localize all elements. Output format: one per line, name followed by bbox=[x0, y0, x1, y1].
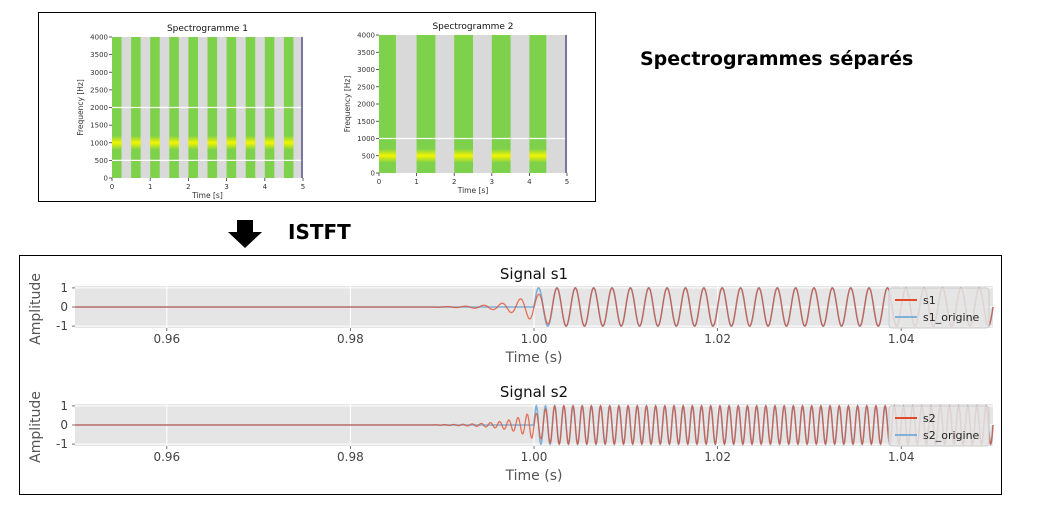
x-tick-label: 1.02 bbox=[704, 450, 731, 464]
x-tick-label: 4 bbox=[527, 178, 532, 186]
spectrogram-title: Spectrogramme 2 bbox=[432, 22, 513, 32]
x-tick-label: 1 bbox=[148, 183, 152, 191]
spectrogram-column bbox=[529, 35, 547, 173]
y-tick-label: 2000 bbox=[90, 104, 108, 112]
x-tick-label: 0.98 bbox=[337, 450, 364, 464]
x-tick-label: 1.00 bbox=[521, 332, 548, 346]
y-tick-label: -1 bbox=[56, 319, 68, 333]
y-tick-label: 4000 bbox=[357, 32, 375, 40]
x-axis-label: Time [s] bbox=[457, 186, 489, 195]
y-axis-label: Frequency [Hz] bbox=[76, 79, 85, 136]
x-axis-label: Time [s] bbox=[191, 191, 223, 200]
series-line-s1 bbox=[75, 287, 994, 327]
spectrogram-figure: 0 1 2 3 4 505001000150020002500300035004000Sp… bbox=[76, 22, 569, 200]
x-tick-label: 5 bbox=[565, 178, 569, 186]
x-tick-label: 5 bbox=[301, 183, 305, 191]
y-tick-label: 1500 bbox=[90, 122, 108, 130]
spectrogram-1: 0 1 2 3 4 5 0 500 1000 1500 2000 2500 3000 3500 4000 Sp… bbox=[76, 24, 305, 200]
y-tick-label: 1000 bbox=[357, 135, 375, 143]
x-tick-label: 1.04 bbox=[888, 450, 915, 464]
y-tick-label: 0 bbox=[104, 175, 108, 183]
y-tick-label: 0 bbox=[60, 300, 68, 314]
legend-label: s1 bbox=[923, 294, 936, 307]
legend-label: s1_origine bbox=[923, 311, 980, 324]
y-tick-label: 3500 bbox=[90, 51, 108, 59]
signal-plot-3: 0.96 0.98 1.00 1.02 1.04 1 0 -1 Signal s1 Time (s… bbox=[28, 265, 994, 366]
x-tick-label: 1.04 bbox=[888, 332, 915, 346]
y-tick-label: 2500 bbox=[90, 86, 108, 94]
x-tick-label: 4 bbox=[263, 183, 268, 191]
spectrogram-column bbox=[454, 35, 473, 173]
y-tick-label: 500 bbox=[95, 157, 108, 165]
y-tick-label: -1 bbox=[56, 437, 68, 451]
x-axis-label: Time (s) bbox=[505, 350, 563, 366]
series-line-s2 bbox=[75, 404, 994, 446]
legend-label: s2 bbox=[923, 412, 936, 425]
spectrogram-column bbox=[491, 35, 511, 173]
signal-figure: 0.96 0.98 1.00 1.02 1.04 1 0 -1 Signal s1 Time (s… bbox=[28, 265, 994, 484]
x-tick-label: 2 bbox=[452, 178, 456, 186]
x-tick-label: 0.98 bbox=[337, 332, 364, 346]
y-tick-label: 0 bbox=[60, 418, 68, 432]
side-label: Spectrogrammes séparés bbox=[640, 48, 914, 70]
y-tick-label: 0 bbox=[371, 170, 375, 178]
spectrogram-column bbox=[416, 35, 436, 173]
x-tick-label: 0 bbox=[377, 178, 381, 186]
down-arrow-icon bbox=[228, 220, 262, 248]
y-tick-label: 1500 bbox=[357, 118, 375, 126]
y-tick-label: 1 bbox=[60, 281, 68, 295]
spectrogram-title: Spectrogramme 1 bbox=[167, 24, 248, 34]
y-tick-label: 4000 bbox=[90, 34, 108, 42]
y-tick-label: 1 bbox=[60, 399, 68, 413]
plot-title: Signal s1 bbox=[500, 265, 568, 283]
x-tick-label: 3 bbox=[490, 178, 494, 186]
y-tick-label: 1000 bbox=[90, 139, 108, 147]
x-tick-label: 2 bbox=[186, 183, 190, 191]
x-tick-label: 1.00 bbox=[521, 450, 548, 464]
plot-title: Signal s2 bbox=[500, 383, 568, 401]
y-tick-label: 2500 bbox=[357, 83, 375, 91]
x-tick-label: 0.96 bbox=[153, 332, 180, 346]
y-tick-label: 3000 bbox=[357, 66, 375, 74]
legend-label: s2_origine bbox=[923, 429, 980, 442]
y-tick-label: 3000 bbox=[90, 69, 108, 77]
spectrogram-column bbox=[379, 35, 396, 173]
x-axis-label: Time (s) bbox=[505, 468, 563, 484]
signal-plot-4: 0.96 0.98 1.00 1.02 1.04 1 0 -1 Signal s2 Time (s… bbox=[28, 383, 994, 484]
x-tick-label: 1.02 bbox=[704, 332, 731, 346]
y-axis-label: Amplitude bbox=[28, 273, 44, 345]
y-tick-label: 2000 bbox=[357, 101, 375, 109]
istft-label: ISTFT bbox=[288, 220, 351, 244]
x-tick-label: 0.96 bbox=[153, 450, 180, 464]
spectrogram-2: 0 1 2 3 4 5 0 500 1000 1500 2000 2500 3000 3500 4000 Sp… bbox=[343, 22, 569, 195]
y-axis-label: Frequency [Hz] bbox=[343, 76, 352, 133]
y-axis-label: Amplitude bbox=[28, 391, 44, 463]
y-tick-label: 3500 bbox=[357, 49, 375, 57]
x-tick-label: 3 bbox=[224, 183, 228, 191]
x-tick-label: 1 bbox=[414, 178, 418, 186]
spectrogram-panel: 0 1 2 3 4 5 0 500 1000 1500 2000 2500 3000 3500 4000 Sp… bbox=[38, 12, 596, 202]
signal-panel: 0.96 0.98 1.00 1.02 1.04 1 0 -1 Signal s1 Time (s… bbox=[19, 255, 1002, 495]
x-tick-label: 0 bbox=[110, 183, 114, 191]
y-tick-label: 500 bbox=[362, 152, 375, 160]
